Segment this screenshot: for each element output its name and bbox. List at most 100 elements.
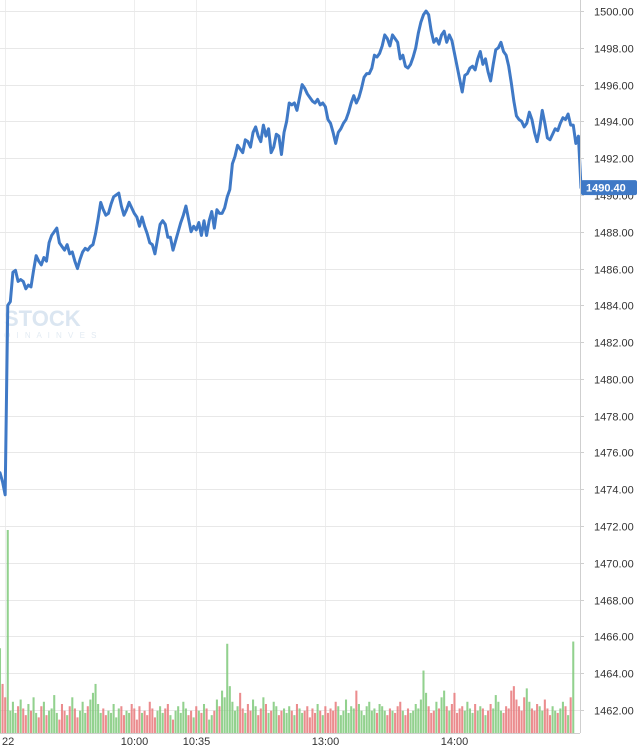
volume-bar-up	[463, 710, 466, 733]
y-tick-label: 1464.00	[594, 669, 634, 681]
volume-bar-down	[68, 706, 71, 733]
volume-bar-down	[166, 704, 169, 733]
volume-bar-up	[559, 708, 562, 733]
volume-bar-up	[383, 710, 386, 733]
volume-bar-up	[401, 710, 404, 733]
volume-bar-down	[404, 715, 407, 733]
volume-bar-up	[117, 708, 120, 733]
volume-bar-up	[347, 712, 350, 733]
volume-bar-down	[218, 706, 221, 733]
volume-bar-down	[148, 701, 151, 733]
volume-bar-down	[329, 708, 332, 733]
volume-bar-up	[42, 701, 45, 733]
volume-bar-up	[66, 715, 69, 733]
last-price-marker: 1490.40	[581, 180, 637, 196]
volume-bar-up	[48, 710, 51, 733]
y-tick-label: 1468.00	[594, 596, 634, 608]
volume-bar-down	[270, 710, 273, 733]
volume-bar-up	[81, 701, 84, 733]
last-price-badge	[581, 180, 637, 196]
volume-bar-up	[99, 712, 102, 733]
volume-bar-up	[476, 710, 479, 733]
volume-bar-up	[425, 692, 428, 733]
volume-bar-down	[259, 708, 262, 733]
volume-bar-up	[551, 706, 554, 733]
volume-bar-up	[9, 710, 12, 733]
volume-bar-down	[22, 708, 25, 733]
volume-bar-down	[73, 708, 76, 733]
y-tick-label: 1462.00	[594, 706, 634, 718]
volume-bar-down	[249, 710, 252, 733]
last-price-label: 1490.40	[586, 183, 626, 195]
y-tick-label: 1476.00	[594, 448, 634, 460]
volume-bar-up	[236, 706, 239, 733]
volume-bar-up	[435, 701, 438, 733]
volume-bar-up	[391, 710, 394, 733]
y-axis-ticks: 1462.00 1464.00 1466.00 1468.00 1470.00 1472.…	[580, 7, 634, 718]
volume-bar-down	[430, 712, 433, 733]
volume-bar-down	[133, 708, 136, 733]
volume-bar-up	[350, 706, 353, 733]
volume-bar-down	[406, 708, 410, 733]
volume-bar-down	[239, 692, 242, 733]
volume-bar-up	[223, 697, 226, 733]
volume-bar-down	[277, 715, 280, 733]
volume-bar-down	[461, 706, 464, 733]
volume-bar-up	[528, 701, 531, 733]
volume-bar-down	[324, 706, 327, 733]
volume-bar-down	[40, 706, 43, 733]
volume-bar-up	[499, 710, 502, 733]
volume-bar-up	[321, 715, 324, 733]
volume-bar-down	[332, 710, 335, 733]
y-tick-label: 1486.00	[594, 265, 634, 277]
y-tick-label: 1478.00	[594, 412, 634, 424]
y-tick-label: 1492.00	[594, 154, 634, 166]
volume-bar-up	[208, 719, 211, 733]
volume-bar-up	[378, 704, 381, 733]
volume-bar-down	[458, 708, 461, 733]
volume-bar-up	[262, 697, 265, 733]
volume-bar-up	[197, 710, 200, 733]
volume-bar-up	[363, 715, 366, 733]
volume-bar-up	[210, 715, 213, 733]
volume-bar-down	[399, 701, 402, 733]
volume-bar-down	[474, 704, 477, 733]
volume-bar-up	[35, 712, 38, 733]
volume-bar-down	[63, 710, 66, 733]
volume-bar-down	[241, 708, 244, 733]
volume-bar-down	[311, 708, 314, 733]
watermark-text: STOCK	[4, 306, 81, 331]
volume-bar-up	[177, 706, 180, 733]
volume-bar-up	[192, 717, 195, 733]
volume-bar-down	[456, 712, 459, 733]
volume-bar-down	[195, 706, 198, 733]
volume-bar-down	[290, 710, 293, 733]
volume-bar-up	[50, 708, 53, 733]
volume-bar-up	[494, 695, 497, 733]
volume-bar-up	[561, 701, 564, 733]
watermark-subtext: Q I N A I N V E S	[4, 331, 98, 340]
volume-bar-down	[187, 715, 190, 733]
volume-bar-up	[352, 708, 355, 733]
volume-bar-up	[53, 695, 56, 733]
volume-bar-up	[466, 701, 469, 733]
volume-bar-up	[169, 715, 172, 733]
volume-bar-up	[471, 712, 474, 733]
volume-bar-down	[394, 712, 397, 733]
volume-bar-down	[29, 710, 33, 733]
volume-bar-down	[386, 715, 389, 733]
volume-bar-up	[252, 699, 255, 733]
volume-bar-down	[17, 706, 20, 733]
volume-bar-up	[339, 715, 342, 733]
volume-bar-down	[507, 708, 510, 733]
volume-bar-down	[135, 719, 138, 733]
price-line	[0, 9, 583, 497]
volume-bar-up	[231, 701, 234, 733]
volume-bar-up	[202, 704, 206, 733]
volume-bar-down	[326, 712, 329, 733]
horizontal-grid	[0, 11, 580, 711]
x-tick-label: 14:00	[441, 736, 469, 747]
volume-bar-up	[288, 706, 291, 733]
y-tick-label: 1494.00	[594, 117, 634, 129]
